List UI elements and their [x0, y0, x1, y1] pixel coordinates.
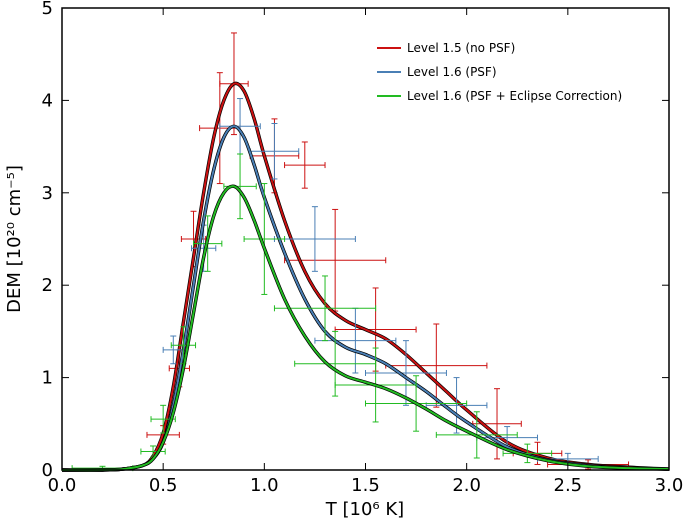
y-axis-label: DEM [10²⁰ cm⁻⁵] — [4, 165, 25, 313]
x-axis-label: T [10⁶ K] — [325, 499, 404, 520]
series-layer — [61, 32, 670, 472]
series-line-outline — [61, 81, 670, 472]
series-line — [61, 185, 670, 472]
x-tick-label: 3.0 — [655, 475, 684, 496]
x-tick-label: 0.0 — [48, 475, 77, 496]
x-tick-label: 2.5 — [554, 475, 583, 496]
series-2 — [61, 153, 670, 472]
x-tick-label: 1.5 — [351, 475, 380, 496]
series-line — [61, 125, 670, 472]
ticks-layer: 0.0 0.5 1.0 1.5 2.0 2.5 3.0 0 1 2 3 4 5 — [42, 0, 684, 496]
series-1 — [61, 98, 670, 472]
series-line — [61, 82, 670, 472]
y-tick-label: 2 — [42, 275, 53, 296]
x-tick-label: 0.5 — [149, 475, 178, 496]
legend-label: Level 1.6 (PSF + Eclipse Correction) — [407, 89, 622, 103]
x-tick-label: 2.0 — [452, 475, 481, 496]
legend: Level 1.5 (no PSF) Level 1.6 (PSF) Level 1… — [377, 41, 622, 103]
y-tick-label: 4 — [42, 90, 53, 111]
x-tick-label: 1.0 — [250, 475, 279, 496]
y-tick-label: 5 — [42, 0, 53, 19]
y-tick-label: 1 — [42, 368, 53, 389]
y-tick-label: 3 — [42, 183, 53, 204]
y-tick-label: 0 — [42, 460, 53, 481]
legend-label: Level 1.5 (no PSF) — [407, 41, 515, 55]
series-line-outline — [61, 124, 670, 472]
legend-label: Level 1.6 (PSF) — [407, 65, 497, 79]
